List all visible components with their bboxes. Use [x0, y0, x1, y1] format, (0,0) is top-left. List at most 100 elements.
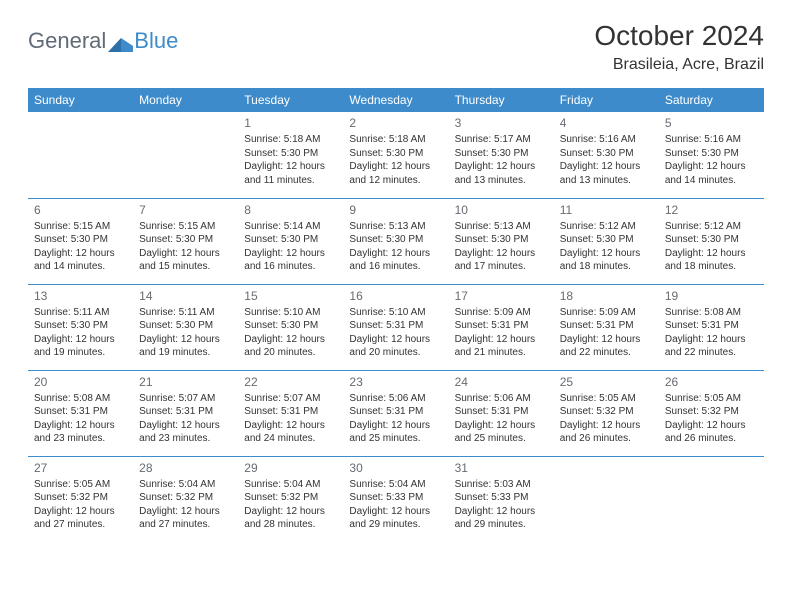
brand-logo: General Blue	[28, 28, 178, 54]
day-number: 2	[349, 115, 442, 131]
calendar-cell: 8Sunrise: 5:14 AMSunset: 5:30 PMDaylight…	[238, 198, 343, 284]
day-number: 4	[560, 115, 653, 131]
calendar-cell: 5Sunrise: 5:16 AMSunset: 5:30 PMDaylight…	[659, 112, 764, 198]
sunrise-line: Sunrise: 5:04 AM	[349, 478, 442, 492]
calendar-cell: 15 Sunrise: 5:10 AMSunset: 5:30 PMDayligh…	[238, 284, 343, 370]
daylight-line: Daylight: 12 hours and 13 minutes.	[560, 160, 653, 187]
calendar-cell: 4Sunrise: 5:16 AMSunset: 5:30 PMDaylight…	[554, 112, 659, 198]
sunrise-line: Sunrise: 5:13 AM	[455, 220, 548, 234]
calendar-body: 1Sunrise: 5:18 AMSunset: 5:30 PMDaylight…	[28, 112, 764, 542]
sunset-line: Sunset: 5:30 PM	[139, 319, 232, 333]
sunrise-line: Sunrise: 5:12 AM	[560, 220, 653, 234]
calendar-cell: 3Sunrise: 5:17 AMSunset: 5:30 PMDaylight…	[449, 112, 554, 198]
sunset-line: Sunset: 5:30 PM	[139, 233, 232, 247]
daylight-line: Daylight: 12 hours and 29 minutes.	[349, 505, 442, 532]
day-number: 23	[349, 374, 442, 390]
calendar-cell: 9Sunrise: 5:13 AMSunset: 5:30 PMDaylight…	[343, 198, 448, 284]
calendar-cell: 2Sunrise: 5:18 AMSunset: 5:30 PMDaylight…	[343, 112, 448, 198]
daylight-line: Daylight: 12 hours and 17 minutes.	[455, 247, 548, 274]
daylight-line: Daylight: 12 hours and 16 minutes.	[349, 247, 442, 274]
daylight-line: Daylight: 12 hours and 13 minutes.	[455, 160, 548, 187]
calendar-cell: 16Sunrise: 5:10 AMSunset: 5:31 PMDayligh…	[343, 284, 448, 370]
calendar-cell: 26Sunrise: 5:05 AMSunset: 5:32 PMDayligh…	[659, 370, 764, 456]
day-number: 25	[560, 374, 653, 390]
sunrise-line: Sunrise: 5:10 AM	[244, 306, 337, 320]
brand-mark-icon	[108, 32, 134, 50]
day-number: 26	[665, 374, 758, 390]
sunset-line: Sunset: 5:30 PM	[349, 233, 442, 247]
calendar-cell: 31Sunrise: 5:03 AMSunset: 5:33 PMDayligh…	[449, 456, 554, 542]
daylight-line: Daylight: 12 hours and 18 minutes.	[560, 247, 653, 274]
calendar-week: 27 Sunrise: 5:05 AMSunset: 5:32 PM Dayligh…	[28, 456, 764, 542]
sunrise-line: Sunrise: 5:07 AM	[244, 392, 337, 406]
day-number: 27	[34, 460, 127, 476]
daylight-line: Daylight: 12 hours and 14 minutes.	[34, 247, 127, 274]
sunset-line: Sunset: 5:30 PM	[455, 147, 548, 161]
calendar-cell: 20Sunrise: 5:08 AMSunset: 5:31 PMDayligh…	[28, 370, 133, 456]
sunrise-line: Sunrise: 5:08 AM	[665, 306, 758, 320]
calendar-cell: 25Sunrise: 5:05 AMSunset: 5:32 PMDayligh…	[554, 370, 659, 456]
daylight-line: Daylight: 12 hours and 28 minutes.	[244, 505, 337, 532]
day-number: 24	[455, 374, 548, 390]
calendar-week: 1Sunrise: 5:18 AMSunset: 5:30 PMDaylight…	[28, 112, 764, 198]
sunset-line: Sunset: 5:32 PM	[34, 491, 127, 505]
sunrise-line: Sunrise: 5:13 AM	[349, 220, 442, 234]
sunrise-line: Sunrise: 5:05 AM	[34, 478, 127, 492]
day-number: 5	[665, 115, 758, 131]
sunrise-line: Sunrise: 5:05 AM	[560, 392, 653, 406]
sunset-line: Sunset: 5:31 PM	[665, 319, 758, 333]
calendar-cell: 10Sunrise: 5:13 AMSunset: 5:30 PMDayligh…	[449, 198, 554, 284]
header: General Blue October 2024 Brasileia, Acr…	[28, 20, 764, 74]
day-number: 30	[349, 460, 442, 476]
day-header: Saturday	[659, 88, 764, 112]
sunrise-line: Sunrise: 5:18 AM	[349, 133, 442, 147]
calendar-cell: 28Sunrise: 5:04 AMSunset: 5:32 PMDayligh…	[133, 456, 238, 542]
day-number: 17	[455, 288, 548, 304]
day-header: Sunday	[28, 88, 133, 112]
calendar-week: 13Sunrise: 5:11 AMSunset: 5:30 PMDayligh…	[28, 284, 764, 370]
daylight-line: Daylight: 12 hours and 21 minutes.	[455, 333, 548, 360]
day-number: 6	[34, 202, 127, 218]
calendar-cell: 13Sunrise: 5:11 AMSunset: 5:30 PMDayligh…	[28, 284, 133, 370]
brand-word-2: Blue	[134, 28, 178, 54]
day-number: 19	[665, 288, 758, 304]
calendar-cell: 18Sunrise: 5:09 AMSunset: 5:31 PMDayligh…	[554, 284, 659, 370]
calendar-head: SundayMondayTuesdayWednesdayThursdayFrid…	[28, 88, 764, 112]
day-number: 1	[244, 115, 337, 131]
daylight-line: Daylight: 12 hours and 23 minutes.	[139, 419, 232, 446]
day-number: 13	[34, 288, 127, 304]
calendar-cell: 27Sunrise: 5:05 AMSunset: 5:32 PMDayligh…	[28, 456, 133, 542]
month-title: October 2024	[594, 20, 764, 52]
daylight-line: Daylight: 12 hours and 25 minutes.	[349, 419, 442, 446]
sunset-line: Sunset: 5:31 PM	[349, 319, 442, 333]
calendar-page: General Blue October 2024 Brasileia, Acr…	[0, 0, 792, 562]
sunrise-line: Sunrise: 5:06 AM	[455, 392, 548, 406]
daylight-line: Daylight: 12 hours and 20 minutes.	[244, 333, 337, 360]
sunrise-line: Sunrise: 5:16 AM	[665, 133, 758, 147]
calendar-cell: 17Sunrise: 5:09 AMSunset: 5:31 PMDayligh…	[449, 284, 554, 370]
day-number: 28	[139, 460, 232, 476]
brand-word-1: General	[28, 28, 106, 54]
sunset-line: Sunset: 5:30 PM	[349, 147, 442, 161]
sunrise-line: Sunrise: 5:16 AM	[560, 133, 653, 147]
sunrise-line: Sunrise: 5:04 AM	[244, 478, 337, 492]
sunset-line: Sunset: 5:33 PM	[455, 491, 548, 505]
calendar-cell: 1Sunrise: 5:18 AMSunset: 5:30 PMDaylight…	[238, 112, 343, 198]
sunset-line: Sunset: 5:30 PM	[244, 319, 337, 333]
day-number: 18	[560, 288, 653, 304]
daylight-line: Daylight: 12 hours and 22 minutes.	[665, 333, 758, 360]
day-number: 11	[560, 202, 653, 218]
calendar-cell: 11Sunrise: 5:12 AMSunset: 5:30 PMDayligh…	[554, 198, 659, 284]
day-header: Monday	[133, 88, 238, 112]
sunset-line: Sunset: 5:31 PM	[34, 405, 127, 419]
day-number: 20	[34, 374, 127, 390]
daylight-line: Daylight: 12 hours and 29 minutes.	[455, 505, 548, 532]
sunrise-line: Sunrise: 5:18 AM	[244, 133, 337, 147]
sunrise-line: Sunrise: 5:11 AM	[34, 306, 127, 320]
sunrise-line: Sunrise: 5:11 AM	[139, 306, 232, 320]
day-number: 15	[244, 288, 337, 304]
calendar-cell: 22Sunrise: 5:07 AMSunset: 5:31 PMDayligh…	[238, 370, 343, 456]
daylight-line: Daylight: 12 hours and 15 minutes.	[139, 247, 232, 274]
calendar-week: 20Sunrise: 5:08 AMSunset: 5:31 PMDayligh…	[28, 370, 764, 456]
sunset-line: Sunset: 5:31 PM	[455, 319, 548, 333]
